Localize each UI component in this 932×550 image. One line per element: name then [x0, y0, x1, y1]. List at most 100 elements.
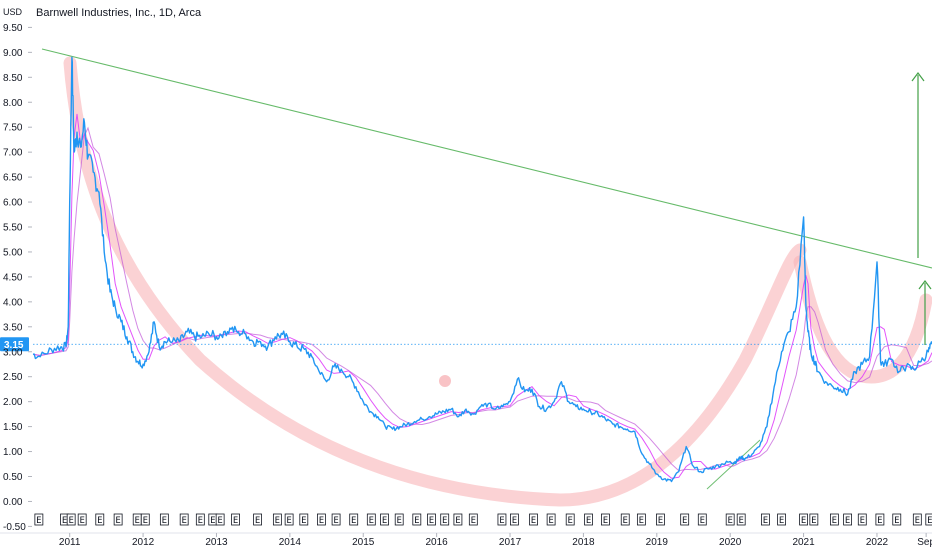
earnings-marker-label: E — [275, 516, 280, 526]
x-tick-label: Sep — [917, 537, 932, 548]
earnings-marker-label: E — [36, 516, 41, 526]
earnings-marker — [843, 513, 853, 526]
y-tick-label: 1.00 — [3, 447, 23, 458]
earnings-marker — [875, 513, 885, 526]
earnings-marker-label: E — [779, 516, 784, 526]
earnings-marker — [777, 513, 786, 526]
earnings-marker — [736, 513, 746, 526]
y-tick-label: -0.50 — [3, 522, 26, 533]
y-tick-label: 7.00 — [3, 148, 23, 159]
resistance-trendline — [41, 48, 932, 269]
earnings-marker-label: E — [548, 516, 553, 526]
earnings-marker — [272, 513, 282, 526]
earnings-marker — [620, 513, 630, 526]
earnings-marker-label: E — [143, 516, 148, 526]
earnings-marker-label: E — [860, 516, 865, 526]
earnings-marker — [140, 513, 150, 526]
earnings-marker-label: E — [658, 516, 663, 526]
y-axis-unit: USD — [3, 7, 23, 17]
earnings-marker — [584, 513, 593, 526]
earnings-marker-label: E — [62, 516, 67, 526]
earnings-marker — [892, 513, 902, 526]
y-tick-label: 0.50 — [3, 472, 23, 483]
y-tick-label: 9.00 — [3, 48, 23, 59]
earnings-marker-label: E — [567, 516, 572, 526]
earnings-marker-label: E — [233, 516, 238, 526]
earnings-marker — [412, 513, 422, 526]
earnings-marker — [680, 513, 690, 526]
earnings-marker — [601, 513, 610, 526]
earnings-marker-label: E — [682, 516, 687, 526]
earnings-marker-label: E — [623, 516, 628, 526]
earnings-marker-label: E — [351, 516, 356, 526]
earnings-marker — [331, 513, 341, 526]
earnings-marker-label: E — [512, 516, 517, 526]
last-price-badge — [0, 337, 29, 352]
earnings-marker-label: E — [915, 516, 920, 526]
earnings-marker — [546, 513, 556, 526]
target-arrow-head — [911, 72, 925, 82]
earnings-marker-label: E — [97, 516, 102, 526]
y-tick-label: 8.00 — [3, 98, 23, 109]
earnings-marker-label: E — [429, 516, 434, 526]
y-tick-label: 8.50 — [3, 73, 23, 84]
earnings-marker-label: E — [414, 516, 419, 526]
earnings-marker-label: E — [455, 516, 460, 526]
earnings-marker-label: E — [162, 516, 167, 526]
earnings-marker-label: E — [134, 516, 139, 526]
earnings-marker — [215, 513, 225, 526]
earnings-marker — [349, 513, 359, 526]
earnings-marker — [380, 513, 389, 526]
price-line — [32, 56, 932, 483]
earnings-marker-label: E — [210, 516, 215, 526]
earnings-marker — [497, 513, 507, 526]
earnings-marker — [565, 513, 575, 526]
earnings-marker-label: E — [382, 516, 387, 526]
x-tick-label: 2021 — [792, 537, 815, 548]
x-tick-label: 2011 — [59, 537, 81, 548]
y-tick-label: 3.50 — [3, 322, 23, 333]
earnings-marker-label: E — [319, 516, 324, 526]
earnings-marker — [179, 513, 189, 526]
y-tick-label: 6.50 — [3, 173, 23, 184]
y-tick-label: 0.00 — [3, 497, 23, 508]
x-tick-label: 2016 — [426, 537, 449, 548]
y-tick-label: 5.00 — [3, 247, 23, 258]
earnings-marker-label: E — [198, 516, 203, 526]
earnings-marker-label: E — [763, 516, 768, 526]
earnings-marker — [809, 513, 819, 526]
x-tick-label: 2020 — [719, 537, 742, 548]
earnings-marker — [912, 513, 922, 526]
x-tick-label: 2018 — [572, 537, 595, 548]
earnings-marker — [77, 513, 87, 526]
last-price-label: 3.15 — [4, 340, 24, 351]
earnings-marker — [284, 513, 294, 526]
earnings-marker — [453, 513, 463, 526]
earnings-marker — [195, 513, 205, 526]
earnings-marker — [317, 513, 326, 526]
earnings-marker — [95, 513, 105, 526]
earnings-marker — [761, 513, 770, 526]
earnings-marker-label: E — [531, 516, 536, 526]
earnings-marker-label: E — [115, 516, 120, 526]
earnings-marker-label: E — [700, 516, 705, 526]
earnings-marker — [159, 513, 169, 526]
earnings-marker-label: E — [333, 516, 338, 526]
earnings-marker — [656, 513, 665, 526]
earnings-marker — [394, 513, 404, 526]
earnings-marker — [366, 513, 376, 526]
earnings-marker-label: E — [727, 516, 732, 526]
x-tick-label: 2012 — [132, 537, 155, 548]
earnings-marker-label: E — [471, 516, 476, 526]
earnings-marker-label: E — [396, 516, 401, 526]
earnings-marker-label: E — [286, 516, 291, 526]
earnings-marker-label: E — [217, 516, 222, 526]
y-tick-label: 2.00 — [3, 397, 23, 408]
earnings-marker-label: E — [586, 516, 591, 526]
earnings-marker-label: E — [369, 516, 374, 526]
y-tick-label: 3.00 — [3, 347, 23, 358]
x-tick-label: 2013 — [205, 537, 228, 548]
earnings-marker-label: E — [801, 516, 806, 526]
